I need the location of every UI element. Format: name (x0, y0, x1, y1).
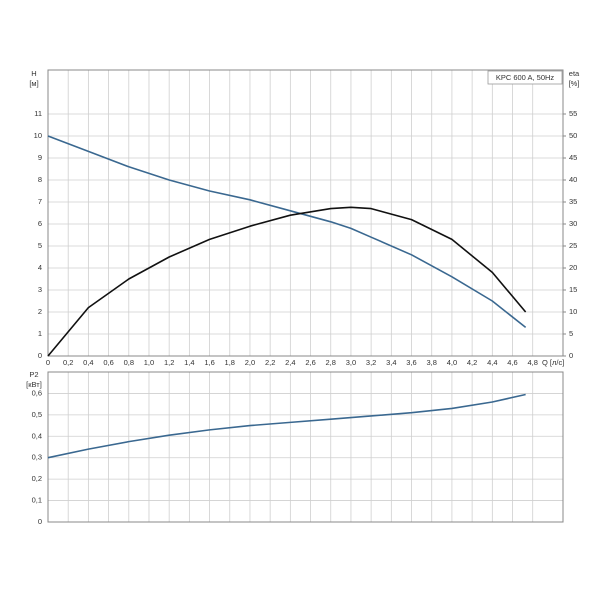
y-tick-label: 4 (38, 263, 42, 272)
y-tick-label: 0,4 (32, 431, 42, 440)
x-tick-label: 4,4 (487, 358, 497, 367)
x-tick-label: 0,6 (103, 358, 113, 367)
x-tick-label: 2,6 (305, 358, 315, 367)
y-tick-label: 0 (38, 517, 42, 526)
x-tick-label: 1,6 (204, 358, 214, 367)
y2-tick-label: 40 (569, 175, 577, 184)
x-tick-label: 4,8 (527, 358, 537, 367)
y2-tick-label: 25 (569, 241, 577, 250)
x-tick-label: 2,4 (285, 358, 295, 367)
annotation: KPC 600 A, 50Hz (496, 73, 555, 82)
curve (47, 206, 527, 357)
y2-tick-label: 50 (569, 131, 577, 140)
plot-frame (47, 371, 564, 523)
y-tick-label: 0,6 (32, 388, 42, 397)
y2-tick-label: 55 (569, 109, 577, 118)
y2-tick-label: 30 (569, 219, 577, 228)
y-tick-label: 8 (38, 175, 42, 184)
y-tick-label: 1 (38, 329, 42, 338)
y-tick-label: 2 (38, 307, 42, 316)
x-tick-label: 1,4 (184, 358, 194, 367)
x-tick-label: 2,0 (245, 358, 255, 367)
y-tick-label: 10 (34, 131, 42, 140)
plot-frame (47, 69, 564, 357)
y-tick-label: 5 (38, 241, 42, 250)
y2-tick-label: 10 (569, 307, 577, 316)
x-tick-label: 1,8 (225, 358, 235, 367)
x-tick-label: 3,4 (386, 358, 396, 367)
curve (47, 135, 527, 329)
y2-unit: [%] (569, 79, 580, 88)
y-label: P2 (29, 370, 38, 379)
y-tick-label: 3 (38, 285, 42, 294)
x-tick-label: 0,4 (83, 358, 93, 367)
x-tick-label: 4,2 (467, 358, 477, 367)
y2-tick-label: 15 (569, 285, 577, 294)
y2-tick-label: 5 (569, 329, 573, 338)
y2-tick-label: 35 (569, 197, 577, 206)
y-tick-label: 0,1 (32, 496, 42, 505)
y-tick-label: 0 (38, 351, 42, 360)
x-tick-label: 0,8 (124, 358, 134, 367)
x-tick-label: 2,2 (265, 358, 275, 367)
x-tick-label: 3,2 (366, 358, 376, 367)
y-tick-label: 0,3 (32, 453, 42, 462)
y2-tick-label: 45 (569, 153, 577, 162)
y2-tick-label: 20 (569, 263, 577, 272)
x-tick-label: 3,6 (406, 358, 416, 367)
y-tick-label: 9 (38, 153, 42, 162)
y2-label: eta (569, 69, 580, 78)
annotation-box (487, 70, 563, 85)
x-tick-label: 0 (46, 358, 50, 367)
y-tick-label: 6 (38, 219, 42, 228)
y-unit: [м] (29, 79, 38, 88)
y-tick-label: 11 (34, 109, 42, 118)
x-tick-label: 1,2 (164, 358, 174, 367)
x-tick-label: 2,8 (326, 358, 336, 367)
x-label: Q [л/с] (542, 358, 564, 367)
y2-tick-label: 0 (569, 351, 573, 360)
y-tick-label: 0,2 (32, 474, 42, 483)
x-tick-label: 4,6 (507, 358, 517, 367)
x-tick-label: 3,0 (346, 358, 356, 367)
curve (47, 393, 526, 459)
y-tick-label: 7 (38, 197, 42, 206)
x-tick-label: 3,8 (427, 358, 437, 367)
y-tick-label: 0,5 (32, 410, 42, 419)
y-label: H (31, 69, 36, 78)
x-tick-label: 1,0 (144, 358, 154, 367)
x-tick-label: 4,0 (447, 358, 457, 367)
x-tick-label: 0,2 (63, 358, 73, 367)
y-unit: [кВт] (26, 380, 42, 389)
